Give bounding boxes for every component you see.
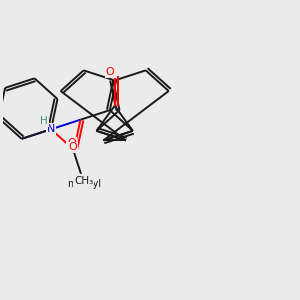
Text: CH₃: CH₃ (74, 176, 93, 186)
Text: O: O (68, 142, 77, 152)
Text: O: O (106, 67, 115, 77)
Text: O: O (67, 138, 76, 148)
Text: H: H (40, 116, 48, 126)
Text: N: N (47, 124, 55, 134)
Text: methyl: methyl (67, 179, 101, 189)
